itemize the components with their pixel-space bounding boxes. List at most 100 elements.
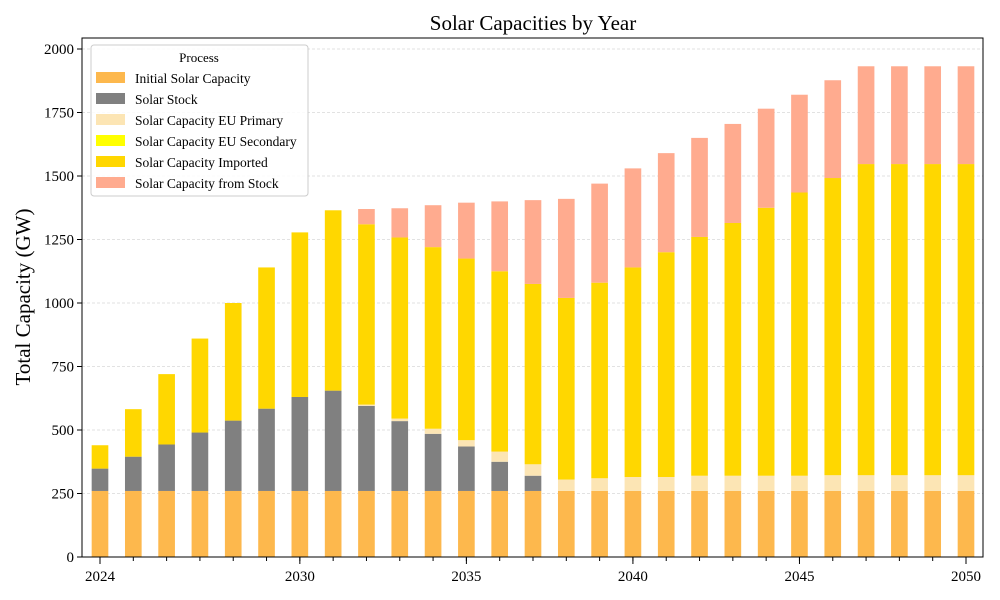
bar-segment	[158, 444, 175, 491]
bar-segment	[358, 490, 375, 557]
bar-segment	[491, 271, 509, 452]
x-tick-label: 2030	[285, 569, 315, 585]
bar-segment	[591, 490, 608, 557]
bar-segment	[757, 490, 775, 557]
legend-label: Solar Stock	[135, 92, 198, 107]
bar-segment	[258, 267, 275, 409]
bar-segment	[524, 200, 542, 284]
bar-segment	[724, 123, 742, 223]
legend-swatch	[96, 135, 125, 146]
chart-title: Solar Capacities by Year	[430, 11, 636, 35]
bar-segment	[324, 210, 342, 391]
bar-segment	[458, 440, 475, 447]
bar-segment	[358, 224, 375, 405]
x-axis: 2024 2030 2035 2040 2045 2050	[85, 557, 981, 585]
bar-segment	[391, 208, 409, 238]
bar-segment	[391, 418, 409, 422]
bar-segment	[491, 451, 509, 462]
y-axis: 0 250 500 750 1000 1250 1500 1750 2000	[44, 42, 82, 566]
bar-segment	[524, 490, 542, 557]
bar-segment	[324, 490, 342, 557]
bar-segment	[358, 404, 375, 406]
y-tick-label: 1750	[44, 106, 74, 122]
x-tick-label: 2024	[85, 569, 116, 585]
legend-label: Solar Capacity Imported	[135, 155, 268, 170]
x-tick-label: 2045	[784, 569, 814, 585]
bar-segment	[524, 464, 542, 476]
bar-segment	[91, 490, 109, 557]
bar-segment	[458, 258, 475, 441]
y-tick-label: 1000	[44, 296, 74, 312]
legend-swatch	[96, 114, 125, 125]
bar-segment	[358, 209, 375, 225]
bar-segment	[424, 428, 442, 434]
bar-segment	[891, 66, 908, 165]
bar-segment	[258, 490, 275, 557]
bar-segment	[924, 475, 942, 491]
bar-segment	[458, 490, 475, 557]
bar-segment	[691, 137, 708, 237]
legend-label: Initial Solar Capacity	[135, 71, 251, 86]
legend-box	[90, 44, 309, 197]
legend-label: Solar Capacity EU Secondary	[135, 134, 297, 149]
y-tick-label: 1250	[44, 233, 74, 249]
bar-segment	[458, 202, 475, 259]
bar-segment	[524, 283, 542, 465]
bar-segment	[491, 490, 509, 557]
x-tick-label: 2040	[618, 569, 648, 585]
bar-segment	[924, 164, 942, 476]
bar-segment	[657, 153, 675, 253]
bar-segment	[691, 236, 708, 476]
legend-swatch	[96, 72, 125, 83]
bar-segment	[557, 490, 575, 557]
bar-segment	[591, 282, 608, 479]
bar-segment	[724, 475, 742, 491]
bar-segment	[791, 192, 808, 476]
bar-segment	[191, 338, 209, 433]
bar-segment	[391, 490, 409, 557]
bar-segment	[424, 490, 442, 557]
bar-segment	[724, 222, 742, 476]
bar-stacks	[91, 66, 975, 557]
bar-segment	[291, 490, 309, 557]
bar-segment	[857, 490, 875, 557]
x-tick-label: 2050	[951, 569, 981, 585]
bar-segment	[857, 66, 875, 165]
bar-segment	[424, 433, 442, 491]
bar-segment	[224, 303, 242, 421]
bar-segment	[591, 478, 608, 491]
y-axis-label: Total Capacity (GW)	[11, 209, 35, 386]
bar-segment	[591, 183, 608, 283]
bar-segment	[391, 237, 409, 419]
bar-segment	[824, 475, 842, 491]
legend-label: Solar Capacity from Stock	[135, 176, 279, 191]
y-tick-label: 2000	[44, 42, 74, 58]
bar-segment	[258, 408, 275, 491]
bar-segment	[491, 201, 509, 272]
bar-segment	[924, 66, 942, 165]
legend-title: Process	[179, 50, 219, 65]
bar-segment	[424, 247, 442, 429]
bar-segment	[557, 198, 575, 298]
bar-segment	[458, 446, 475, 491]
bar-segment	[224, 490, 242, 557]
bar-segment	[291, 232, 309, 397]
bar-segment	[791, 475, 808, 491]
bar-segment	[857, 475, 875, 491]
bar-segment	[957, 475, 975, 491]
legend-items: Initial Solar Capacity Solar Stock Solar C…	[96, 71, 297, 191]
bar-segment	[91, 445, 109, 469]
bar-segment	[691, 475, 708, 491]
y-tick-label: 500	[52, 423, 75, 439]
bar-segment	[824, 178, 842, 476]
bar-segment	[757, 475, 775, 491]
bar-segment	[657, 476, 675, 491]
bar-segment	[891, 475, 908, 491]
legend: Process Initial Solar Capacity Solar Stoc…	[90, 44, 309, 197]
bar-segment	[124, 409, 142, 457]
bar-segment	[191, 490, 209, 557]
bar-segment	[191, 432, 209, 491]
bar-segment	[957, 490, 975, 557]
x-tick-label: 2035	[451, 569, 481, 585]
